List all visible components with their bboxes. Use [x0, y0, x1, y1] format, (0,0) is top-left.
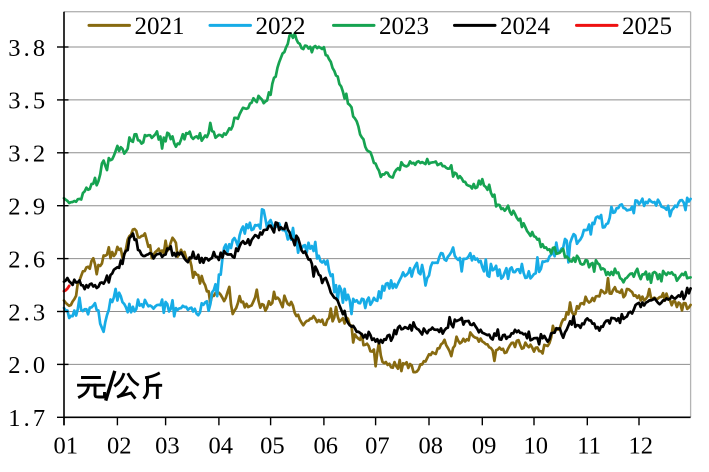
svg-text:11: 11: [577, 433, 601, 460]
svg-text:12: 12: [629, 433, 654, 460]
svg-text:03: 03: [155, 433, 180, 460]
svg-text:08: 08: [419, 433, 444, 460]
svg-text:10: 10: [524, 433, 549, 460]
svg-text:02: 02: [107, 433, 132, 460]
svg-text:2024: 2024: [500, 13, 551, 40]
svg-text:2021: 2021: [135, 13, 185, 40]
svg-text:3.8: 3.8: [8, 35, 48, 62]
svg-text:2023: 2023: [379, 13, 429, 40]
svg-text:01: 01: [54, 433, 79, 460]
svg-text:2.9: 2.9: [8, 194, 48, 221]
svg-text:2.0: 2.0: [8, 352, 48, 379]
svg-text:07: 07: [365, 433, 390, 460]
svg-text:1.7: 1.7: [8, 405, 48, 432]
svg-text:3.5: 3.5: [8, 88, 48, 115]
svg-text:06: 06: [313, 433, 338, 460]
svg-text:2.3: 2.3: [8, 299, 48, 326]
svg-text:04: 04: [208, 433, 233, 460]
svg-text:05: 05: [260, 433, 285, 460]
svg-text:2.6: 2.6: [8, 246, 48, 273]
svg-text:2025: 2025: [622, 13, 672, 40]
svg-text:3.2: 3.2: [8, 141, 48, 168]
svg-text:2022: 2022: [256, 13, 306, 40]
svg-text:09: 09: [472, 433, 497, 460]
